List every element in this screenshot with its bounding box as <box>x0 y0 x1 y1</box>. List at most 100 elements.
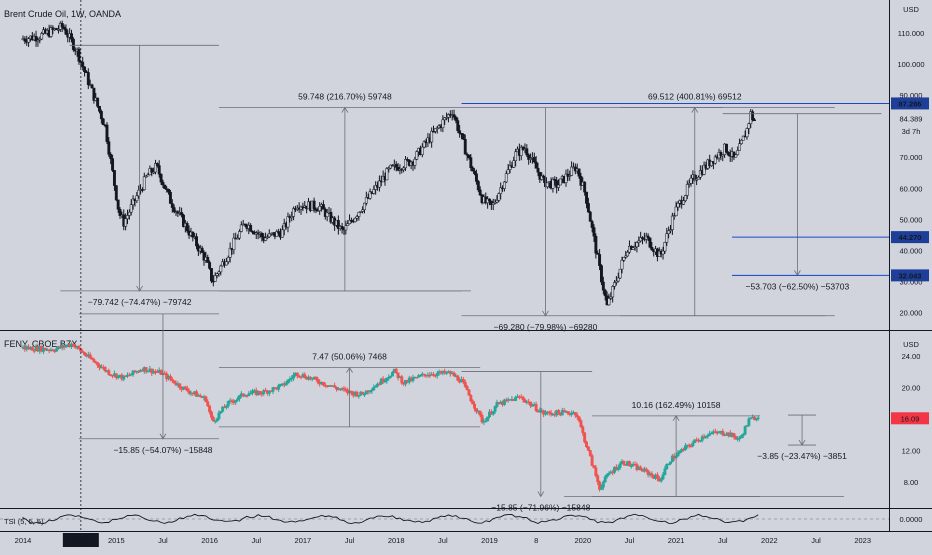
candle <box>655 474 659 479</box>
candle <box>689 177 693 184</box>
candle <box>646 235 650 239</box>
candle <box>374 385 378 388</box>
candle <box>219 265 223 273</box>
candle <box>598 254 602 266</box>
candle <box>590 455 594 466</box>
candle <box>280 229 284 238</box>
candle <box>213 420 217 423</box>
candle <box>753 119 756 122</box>
candle <box>607 298 611 306</box>
candle <box>185 387 189 392</box>
candle <box>210 268 213 282</box>
price-tick-label: 100.000 <box>897 60 924 69</box>
candle <box>381 378 385 383</box>
price-tick-label: 90.000 <box>900 91 923 100</box>
measure-label: −53.703 (−62.50%) −53703 <box>746 281 850 291</box>
candle <box>726 152 730 156</box>
time-axis-label: 2014 <box>15 536 32 545</box>
candle <box>389 164 393 169</box>
candle <box>676 203 680 208</box>
candle <box>644 468 648 471</box>
candle <box>519 146 523 156</box>
candle <box>321 381 325 386</box>
candle <box>387 377 391 379</box>
brent-candles <box>21 20 756 306</box>
time-axis-label: Jul <box>251 536 261 545</box>
candle <box>594 235 598 254</box>
candle <box>530 405 534 407</box>
candle <box>613 282 616 287</box>
candle <box>96 97 100 107</box>
candle <box>286 216 290 228</box>
candle <box>588 211 592 222</box>
candle <box>264 237 268 241</box>
level-price-label: 32.043 <box>899 271 922 280</box>
candle <box>585 441 588 448</box>
price-tick-label: 40.000 <box>900 246 923 255</box>
candle <box>40 33 44 40</box>
candle <box>499 187 503 194</box>
candle <box>239 224 243 232</box>
candle <box>555 180 559 188</box>
candle <box>144 175 148 178</box>
time-axis-label: Jul <box>158 536 168 545</box>
candle <box>144 367 148 372</box>
candle <box>465 386 469 391</box>
candle <box>219 411 223 414</box>
candle <box>202 252 206 261</box>
price-tick-label: 3d 7h <box>902 127 921 136</box>
candle <box>314 377 318 380</box>
candle <box>221 406 225 412</box>
time-axis-label: 2022 <box>761 536 778 545</box>
price-tick-label: 24.00 <box>902 352 921 361</box>
candle <box>620 260 624 270</box>
candle <box>316 379 320 383</box>
time-axis-label: 2020 <box>574 536 591 545</box>
candle <box>336 220 340 229</box>
candle <box>168 191 172 204</box>
candle <box>146 370 150 373</box>
candle <box>689 445 693 448</box>
candle <box>183 386 187 389</box>
measure-label: 7.47 (50.06%) 7468 <box>312 352 387 362</box>
candle <box>118 209 122 216</box>
candle <box>335 387 338 390</box>
candle <box>400 376 404 384</box>
candle <box>43 347 47 351</box>
candle <box>247 393 251 397</box>
candle <box>411 377 415 381</box>
candle <box>361 391 365 395</box>
candle <box>488 198 491 202</box>
time-axis-label: 2016 <box>201 536 218 545</box>
time-axis-label: 2018 <box>388 536 405 545</box>
candle <box>112 170 116 186</box>
candle <box>168 376 172 380</box>
candle <box>262 390 266 395</box>
candle <box>502 399 506 405</box>
price-tick-label: 12.00 <box>902 447 921 456</box>
candle <box>592 465 596 469</box>
price-tick-label: 70.000 <box>900 153 923 162</box>
candle <box>637 240 641 243</box>
candle <box>116 199 120 210</box>
candle <box>363 202 366 211</box>
candle <box>137 371 141 373</box>
candle <box>92 87 96 101</box>
candle <box>77 346 81 349</box>
candle <box>389 375 393 378</box>
chart-title: FENY, CBOE BZX <box>4 339 77 349</box>
candle <box>445 117 449 119</box>
candle <box>542 410 546 415</box>
candle <box>667 230 671 234</box>
candle <box>648 237 652 248</box>
candle <box>736 150 740 156</box>
candle <box>64 28 68 35</box>
candle <box>661 474 665 480</box>
candle <box>114 185 118 201</box>
candle <box>370 389 374 392</box>
candle <box>90 84 94 89</box>
candle <box>698 440 702 442</box>
candle <box>234 400 238 403</box>
